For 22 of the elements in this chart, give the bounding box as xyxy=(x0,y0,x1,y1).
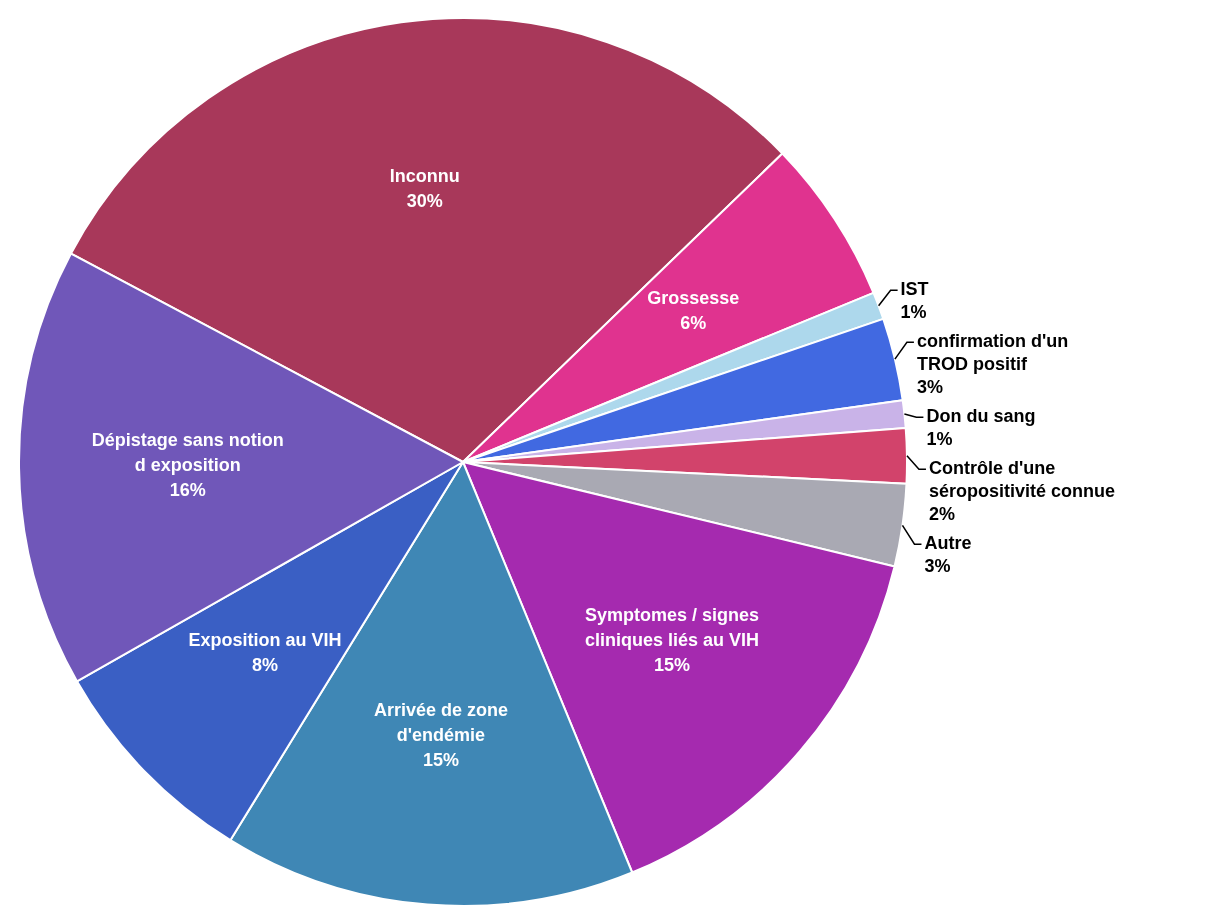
slice-label: IST xyxy=(900,279,929,300)
slice-label: Inconnu xyxy=(389,165,460,186)
slice-label: Dépistage sans notion d exposition xyxy=(91,429,284,475)
data-label: 1% xyxy=(900,302,927,323)
data-label: 3% xyxy=(916,377,943,398)
data-label: 15% xyxy=(654,655,691,676)
slice-label: confirmation d'un TROD positif xyxy=(916,331,1069,375)
slice-label: Grossesse xyxy=(647,287,740,308)
data-label: 1% xyxy=(926,429,953,450)
data-label: 30% xyxy=(406,190,443,211)
data-label: 2% xyxy=(928,504,955,525)
data-label: 15% xyxy=(422,750,459,771)
slice-label: Autre xyxy=(924,533,972,554)
data-label: 3% xyxy=(924,556,951,577)
slice-label: Arrivée de zone d'endémie xyxy=(373,700,508,746)
data-label: 16% xyxy=(169,479,206,500)
slice-label: Exposition au VIH xyxy=(188,629,342,650)
slice-label: Symptomes / signes cliniques liés au VIH xyxy=(584,605,760,651)
slice-label: Don du sang xyxy=(926,406,1036,427)
slice-label: Contrôle d'une séropositivité connue xyxy=(928,458,1115,502)
data-label: 8% xyxy=(251,654,278,675)
data-label: 6% xyxy=(680,312,707,333)
